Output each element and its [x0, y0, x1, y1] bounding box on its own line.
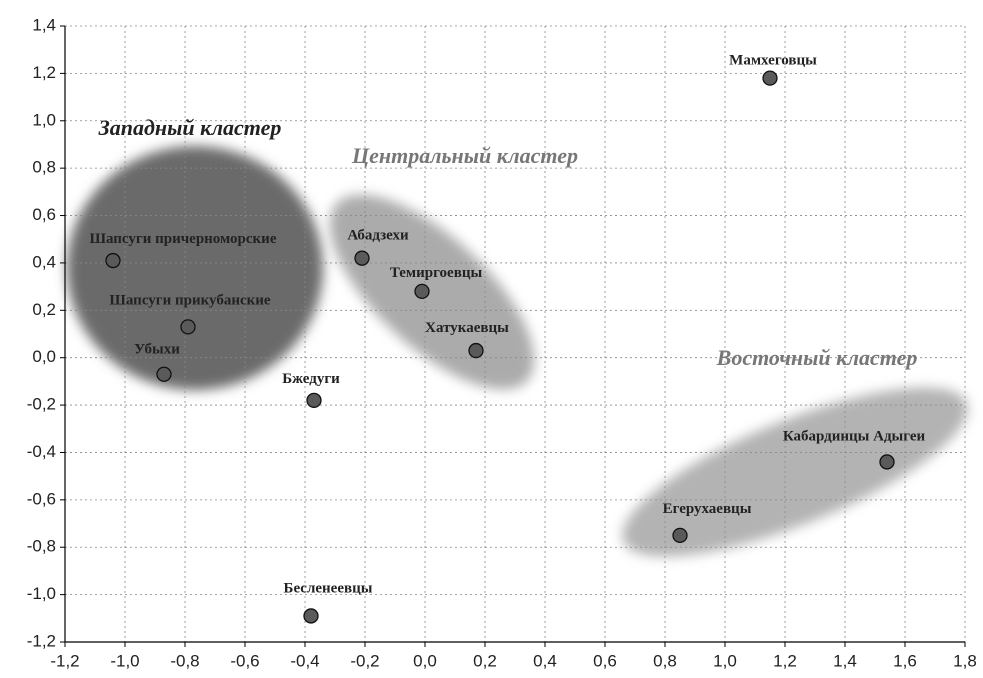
point: [180, 319, 196, 335]
x-tick-label: 1,6: [893, 651, 917, 670]
clusters: [67, 146, 968, 557]
cluster-label: Центральный кластер: [351, 143, 578, 168]
point: [879, 454, 895, 470]
x-tick-label: -0,6: [230, 651, 259, 670]
y-tick-label: 1,4: [32, 15, 56, 34]
point-label: Хатукаевцы: [425, 320, 509, 336]
x-tick-label: 0,8: [653, 651, 677, 670]
x-tick-label: 1,8: [953, 651, 977, 670]
point: [762, 70, 778, 86]
central-cluster: [329, 194, 535, 390]
y-tick-label: 0,8: [32, 158, 56, 177]
x-tick-label: 1,0: [713, 651, 737, 670]
y-tick-label: -1,0: [27, 584, 56, 603]
y-tick-label: -0,8: [27, 537, 56, 556]
point: [354, 250, 370, 266]
y-tick-label: 0,2: [32, 300, 56, 319]
y-tick-label: -0,6: [27, 489, 56, 508]
y-tick-label: -0,2: [27, 395, 56, 414]
x-tick-label: -0,2: [350, 651, 379, 670]
point-label: Кабардинцы Адыгеи: [783, 428, 926, 444]
point: [156, 366, 172, 382]
x-tick-label: 0,4: [533, 651, 557, 670]
point-label: Шапсуги прикубанские: [109, 292, 271, 308]
x-tick-label: -0,4: [290, 651, 319, 670]
point-label: Абадзехи: [347, 228, 409, 244]
west-cluster: [67, 146, 323, 390]
point-label: Темиргоевцы: [390, 265, 483, 281]
point-label: Бжедуги: [282, 371, 340, 387]
point-label: Егерухаевцы: [663, 501, 752, 517]
x-tick-label: -0,8: [170, 651, 199, 670]
point: [306, 392, 322, 408]
point: [303, 608, 319, 624]
east-cluster: [622, 387, 968, 557]
point: [414, 283, 430, 300]
y-tick-label: -0,4: [27, 442, 56, 461]
point-label: Мамхеговцы: [729, 53, 817, 69]
x-tick-label: -1,2: [50, 651, 79, 670]
x-tick-label: 1,2: [773, 651, 797, 670]
x-tick-label: 0,2: [473, 651, 497, 670]
y-tick-label: 1,2: [32, 63, 56, 82]
point-label: Убыхи: [134, 342, 180, 358]
y-tick-label: 0,4: [32, 252, 56, 271]
point: [672, 527, 688, 544]
x-tick-label: -1,0: [110, 651, 139, 670]
point: [105, 252, 121, 269]
point-label: Бесленеевцы: [284, 580, 373, 596]
point-label: Шапсуги причерноморские: [90, 231, 277, 247]
y-tick-label: 0,0: [32, 347, 56, 366]
y-tick-label: 0,6: [32, 205, 56, 224]
cluster-label: Восточный кластер: [716, 345, 918, 370]
y-tick-label: -1,2: [27, 631, 56, 650]
grid: [64, 25, 966, 643]
point: [468, 342, 484, 359]
x-tick-label: 0,6: [593, 651, 617, 670]
x-tick-label: 0,0: [413, 651, 437, 670]
x-tick-label: 1,4: [833, 651, 857, 670]
y-tick-label: 1,0: [32, 110, 56, 129]
cluster-label: Западный кластер: [98, 115, 282, 140]
